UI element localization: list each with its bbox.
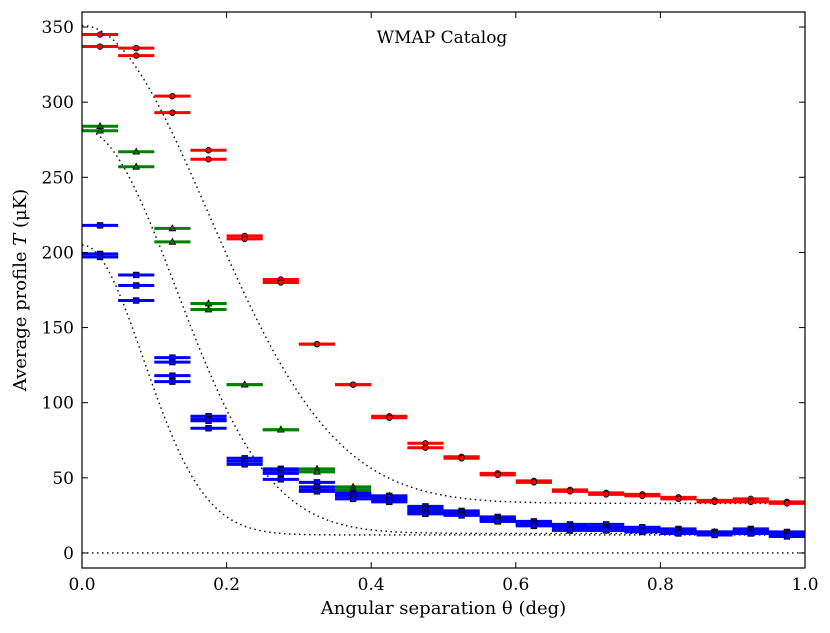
data-point <box>566 488 574 495</box>
y-axis-label-italic: T <box>10 232 31 246</box>
data-point <box>566 527 574 534</box>
data-point <box>133 297 140 304</box>
data-point <box>205 156 212 163</box>
x-ticks: 0.0 0.2 0.4 0.6 0.8 1.0 <box>68 12 819 595</box>
y-tick-label: 350 <box>42 18 74 38</box>
data-point <box>133 282 140 289</box>
x-axis-label: Angular separation θ (deg) <box>320 598 566 619</box>
data-point <box>494 518 501 525</box>
x-tick-label: 0.4 <box>358 575 385 595</box>
data-point <box>96 222 104 229</box>
data-point <box>240 380 249 388</box>
y-axis-label-main: Average profile <box>10 246 31 392</box>
x-tick-label: 0.8 <box>647 575 674 595</box>
data-point <box>783 533 791 540</box>
data-point <box>747 530 754 537</box>
data-point <box>168 237 177 245</box>
data-point <box>132 147 141 155</box>
data-point <box>133 52 140 59</box>
y-tick-label: 150 <box>42 319 74 339</box>
data-point <box>349 495 357 503</box>
data-point <box>313 340 321 348</box>
x-tick-label: 0.0 <box>68 575 95 595</box>
y-tick-label: 300 <box>42 93 74 113</box>
data-point <box>169 372 176 379</box>
red-circles-2-series <box>82 43 805 507</box>
data-point <box>711 498 718 506</box>
y-tick-label: 50 <box>52 469 74 489</box>
green-model-curve <box>81 128 805 535</box>
data-point <box>276 425 285 433</box>
data-point <box>133 44 140 52</box>
data-series <box>82 31 805 540</box>
data-point <box>205 425 212 432</box>
x-tick-label: 0.2 <box>213 575 240 595</box>
data-point <box>530 479 538 486</box>
data-point <box>675 495 682 503</box>
data-point <box>639 492 646 500</box>
y-ticks: 0 50 100 150 200 250 300 350 <box>42 18 805 564</box>
blue-squares-1-series <box>82 222 805 536</box>
y-axis-label-unit: (μK) <box>10 189 31 234</box>
data-point <box>747 498 754 506</box>
blue-squares-2-series <box>82 250 805 537</box>
data-point <box>711 531 718 539</box>
data-point <box>422 510 429 518</box>
data-point <box>602 527 610 534</box>
data-point <box>386 414 393 421</box>
data-point <box>277 476 285 483</box>
data-point <box>313 488 321 495</box>
data-point <box>204 305 213 313</box>
data-point <box>639 528 646 536</box>
data-point <box>349 381 357 388</box>
data-point <box>132 162 141 170</box>
data-point <box>169 109 176 116</box>
blue-model-curve <box>81 244 805 536</box>
x-tick-label: 1.0 <box>791 575 818 595</box>
data-point <box>277 279 285 286</box>
data-point <box>96 43 104 50</box>
green-triangles-1-series <box>82 121 805 537</box>
green-triangles-2-series <box>82 126 805 538</box>
data-point <box>783 500 791 507</box>
data-point <box>205 147 212 154</box>
data-point <box>494 471 501 479</box>
chart-title: WMAP Catalog <box>377 28 508 48</box>
data-point <box>458 455 465 462</box>
y-tick-label: 0 <box>63 544 74 564</box>
data-point <box>458 512 465 519</box>
data-point <box>169 358 176 366</box>
data-point <box>96 31 104 38</box>
data-point <box>530 522 538 530</box>
model-curves <box>81 24 805 554</box>
data-point <box>169 378 176 385</box>
blue-squares-4-series <box>154 378 805 540</box>
data-point <box>96 253 104 261</box>
blue-squares-3-series <box>82 253 805 539</box>
y-tick-label: 250 <box>42 168 74 188</box>
data-point <box>675 530 682 537</box>
data-point <box>205 417 212 424</box>
y-tick-label: 200 <box>42 243 74 263</box>
data-point <box>168 224 177 232</box>
data-point <box>241 461 248 468</box>
data-point <box>96 126 104 134</box>
data-point <box>241 235 248 243</box>
data-point <box>133 271 140 279</box>
data-point <box>313 467 321 475</box>
data-point <box>602 491 610 498</box>
data-point <box>386 498 393 506</box>
x-tick-label: 0.6 <box>502 575 529 595</box>
data-point <box>277 470 285 477</box>
y-axis-label: Average profile T (μK) <box>10 189 31 392</box>
data-point <box>422 444 429 451</box>
y-tick-label: 100 <box>42 394 74 414</box>
data-point <box>169 92 176 100</box>
red-circles-1-series <box>82 31 805 506</box>
plot-frame <box>81 11 806 569</box>
